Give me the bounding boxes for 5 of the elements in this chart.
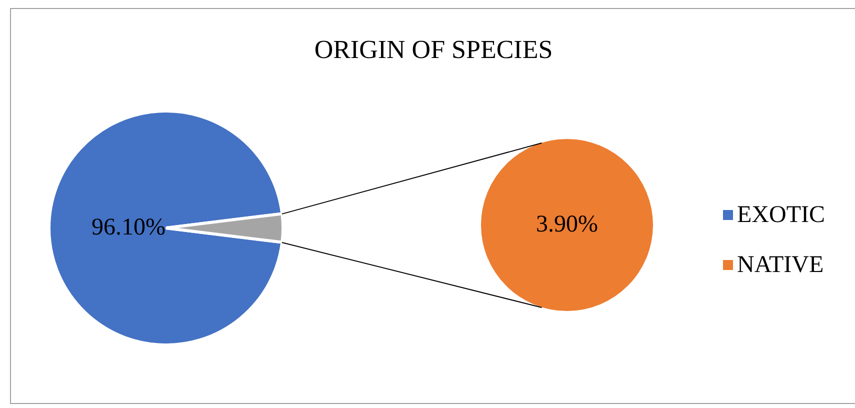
data-label: 96.10%: [92, 214, 166, 240]
data-label: 3.90%: [536, 211, 598, 238]
legend-label: EXOTIC: [737, 202, 825, 228]
chart-title: ORIGIN OF SPECIES: [313, 35, 554, 65]
legend-label: NATIVE: [737, 252, 824, 278]
